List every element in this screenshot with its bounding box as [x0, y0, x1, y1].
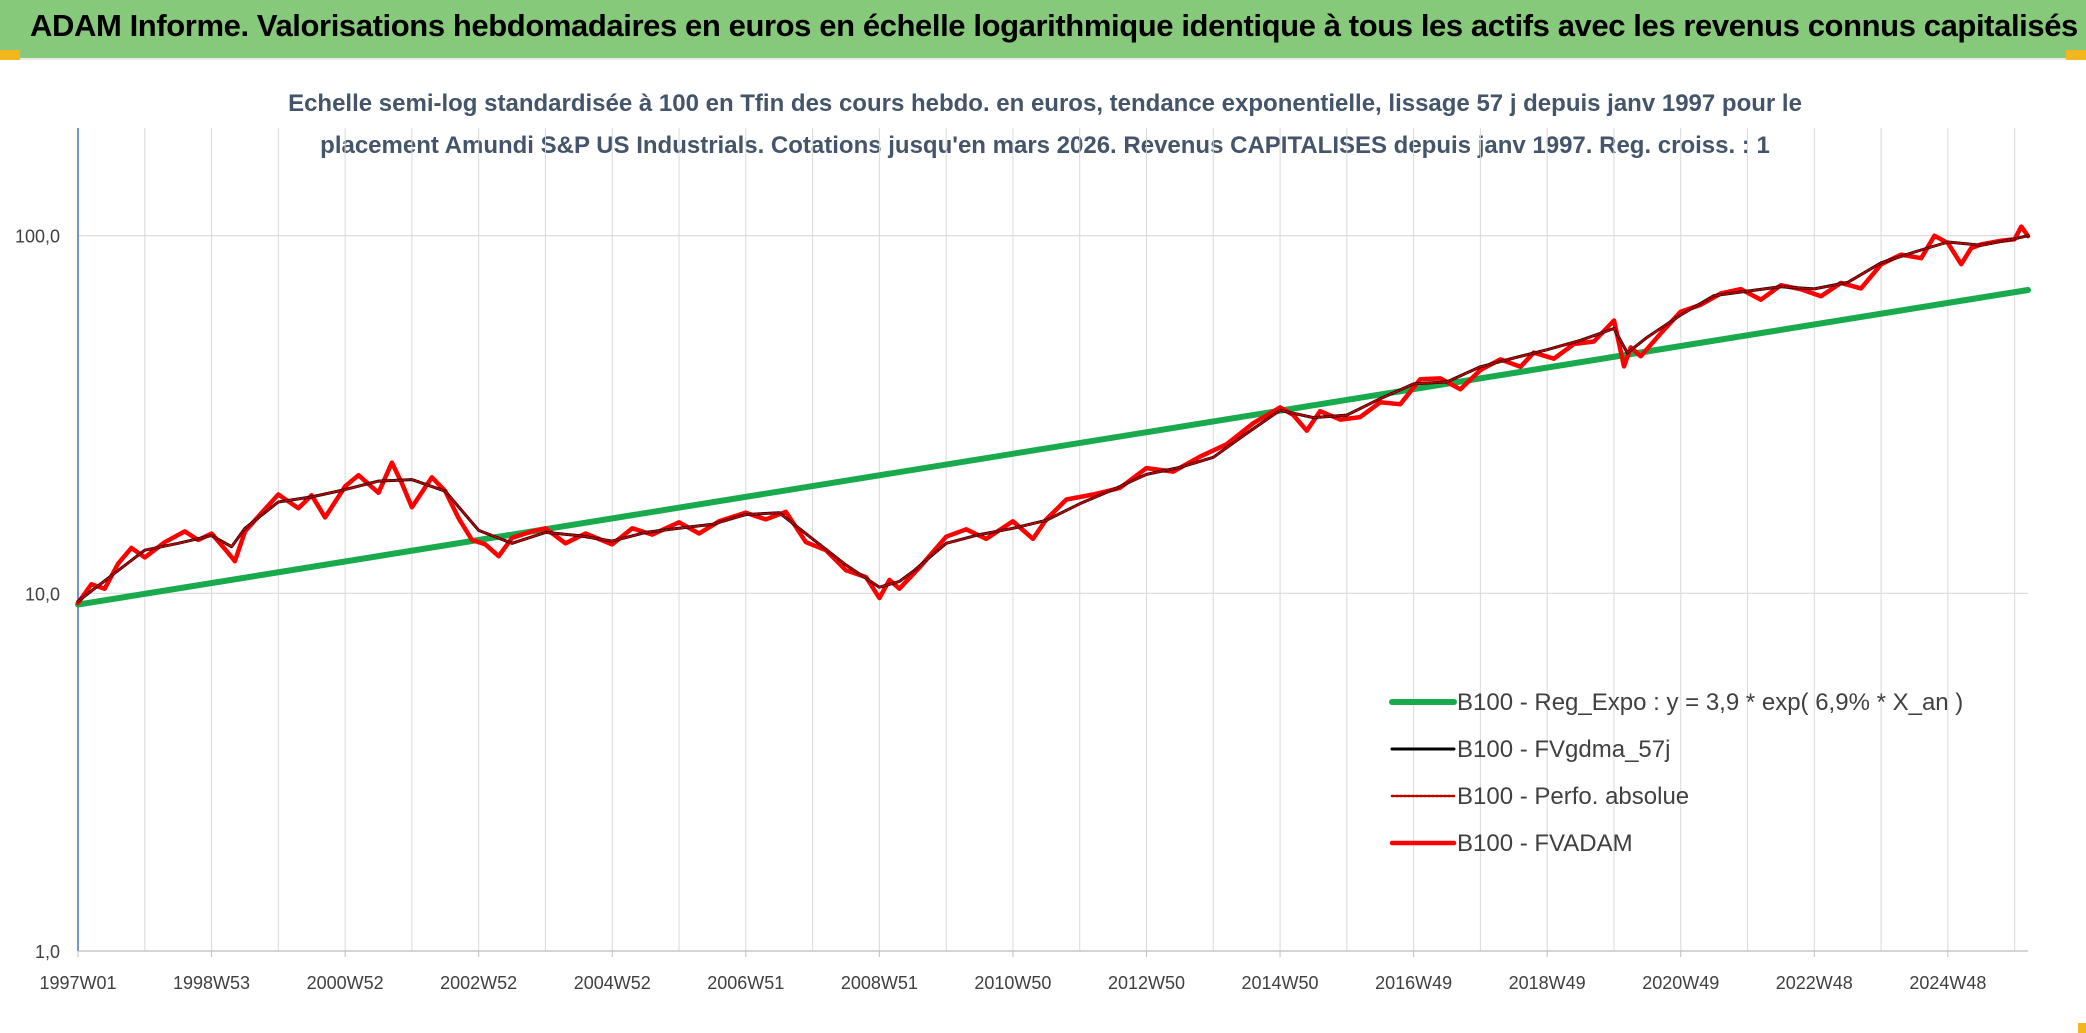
corner-accent-bottom-right: [2078, 1023, 2086, 1033]
x-tick-label: 2012W50: [1108, 973, 1185, 993]
y-tick-label: 1,0: [35, 942, 60, 962]
legend-label-fvadam: B100 - FVADAM: [1457, 830, 1633, 857]
corner-accent-left: [0, 50, 20, 60]
x-tick-label: 2010W50: [974, 973, 1051, 993]
x-tick-label: 1998W53: [173, 973, 250, 993]
chart-subtitle-line-1: Echelle semi-log standardisée à 100 en T…: [288, 90, 1802, 117]
report-header-bar: ADAM Informe. Valorisations hebdomadaire…: [0, 0, 2086, 60]
report-title: ADAM Informe. Valorisations hebdomadaire…: [30, 8, 2078, 43]
corner-accent-right: [2066, 50, 2086, 60]
x-tick-label: 2022W48: [1776, 973, 1853, 993]
series-lines: [75, 224, 2031, 608]
x-tick-label: 2002W52: [440, 973, 517, 993]
series-line-regression: [75, 287, 2031, 608]
x-tick-label: 2008W51: [841, 973, 918, 993]
chart-subtitle-line-2: placement Amundi S&P US Industrials. Cot…: [320, 132, 1770, 159]
series-line-absolute: [77, 234, 2029, 603]
legend-label-regression: B100 - Reg_Expo : y = 3,9 * exp( 6,9% * …: [1457, 689, 1963, 716]
x-tick-label: 2018W49: [1509, 973, 1586, 993]
x-tick-label: 1997W01: [39, 973, 116, 993]
legend-label-absolute: B100 - Perfo. absolue: [1457, 783, 1689, 810]
x-tick-label: 2020W49: [1642, 973, 1719, 993]
legend-label-smoothed: B100 - FVgdma_57j: [1457, 736, 1670, 763]
axes: 1,0 10,0 100,0 1997W01 1998W53 2000W52 2002W52…: [15, 128, 2028, 993]
y-tick-label: 100,0: [15, 227, 60, 247]
x-tick-label: 2006W51: [707, 973, 784, 993]
x-tick-label: 2000W52: [307, 973, 384, 993]
chart-legend: B100 - Reg_Expo : y = 3,9 * exp( 6,9% * …: [1389, 689, 1963, 857]
x-tick-label: 2024W48: [1909, 973, 1986, 993]
y-tick-label: 10,0: [25, 584, 60, 604]
x-tick-label: 2004W52: [574, 973, 651, 993]
grid-lines: [78, 128, 2028, 952]
series-line-fvadam: [75, 224, 2031, 606]
x-tick-label: 2014W50: [1242, 973, 1319, 993]
x-tick-label: 2016W49: [1375, 973, 1452, 993]
